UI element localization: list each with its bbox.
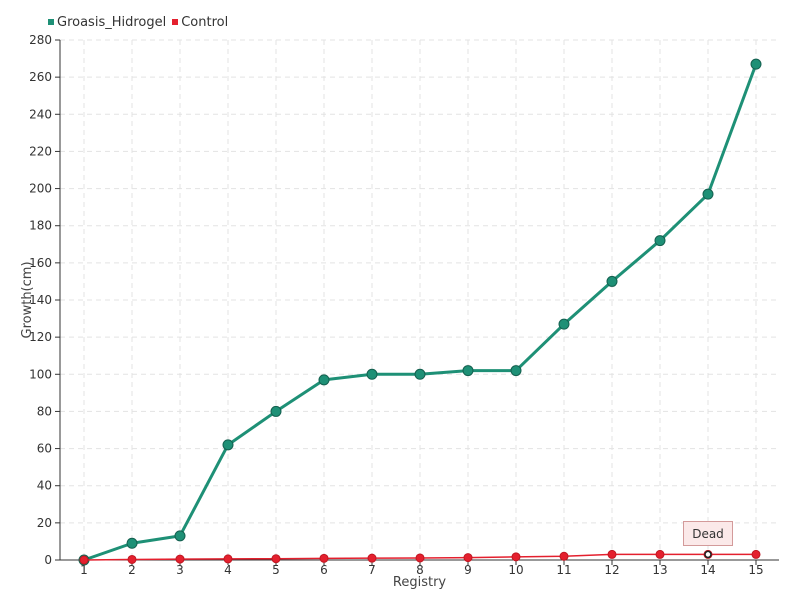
x-tick-label: 12: [604, 563, 619, 577]
x-tick-label: 5: [272, 563, 280, 577]
legend-item-control[interactable]: Control: [172, 15, 228, 30]
x-tick-label: 3: [176, 563, 184, 577]
data-point-groasis: [654, 235, 666, 247]
data-point-groasis: [510, 365, 522, 377]
y-axis-title: Growth(cm): [20, 261, 35, 338]
data-point-groasis: [750, 58, 762, 70]
y-tick-label: 80: [37, 404, 52, 418]
data-point-control: [559, 551, 569, 561]
y-tick-label: 40: [37, 479, 52, 493]
y-tick-label: 280: [29, 33, 52, 47]
data-point-groasis: [558, 318, 570, 330]
y-tick-label: 240: [29, 107, 52, 121]
highlighted-point: [704, 550, 712, 559]
y-tick-label: 100: [29, 367, 52, 381]
data-point-control: [223, 554, 233, 564]
y-tick-label: 180: [29, 219, 52, 233]
data-point-control: [319, 553, 329, 563]
data-point-groasis: [462, 365, 474, 377]
dead-annotation-label: Dead: [692, 526, 724, 541]
x-tick-label: 9: [464, 563, 472, 577]
data-point-control: [367, 553, 377, 563]
x-tick-label: 4: [224, 563, 232, 577]
data-point-groasis: [702, 188, 714, 200]
data-point-control: [463, 553, 473, 563]
data-point-groasis: [366, 368, 378, 380]
data-point-control: [271, 554, 281, 564]
data-point-control: [607, 549, 617, 559]
data-point-groasis: [222, 439, 234, 451]
data-point-groasis: [270, 405, 282, 417]
x-tick-label: 14: [700, 563, 715, 577]
y-tick-label: 220: [29, 144, 52, 158]
data-point-control: [751, 549, 761, 559]
x-tick-label: 10: [508, 563, 523, 577]
x-tick-label: 13: [652, 563, 667, 577]
data-point-groasis: [414, 368, 426, 380]
y-tick-label: 20: [37, 516, 52, 530]
y-tick-label: 200: [29, 182, 52, 196]
chart-legend: Groasis_Hidrogel Control: [48, 13, 234, 31]
legend-item-groasis[interactable]: Groasis_Hidrogel: [48, 15, 166, 30]
x-tick-label: 2: [128, 563, 136, 577]
data-point-control: [415, 553, 425, 563]
y-tick-label: 260: [29, 70, 52, 84]
y-tick-label: 0: [44, 553, 52, 567]
x-tick-label: 1: [80, 563, 88, 577]
data-point-control: [655, 549, 665, 559]
x-tick-label: 11: [556, 563, 571, 577]
y-tick-label: 160: [29, 256, 52, 270]
dead-annotation-tooltip: Dead: [683, 521, 733, 546]
data-point-control: [127, 554, 137, 564]
x-tick-label: 8: [416, 563, 424, 577]
x-tick-label: 7: [368, 563, 376, 577]
legend-swatch-groasis: [48, 19, 54, 25]
data-point-groasis: [174, 530, 186, 542]
legend-swatch-control: [172, 19, 179, 25]
data-point-groasis: [126, 537, 138, 549]
legend-label-control: Control: [181, 14, 229, 30]
legend-label-groasis: Groasis_Hidrogel: [57, 14, 167, 30]
y-tick-label: 120: [29, 330, 52, 344]
data-point-control: [511, 552, 521, 562]
data-point-groasis: [318, 374, 330, 386]
x-tick-label: 15: [748, 563, 763, 577]
x-tick-label: 6: [320, 563, 328, 577]
y-tick-label: 140: [29, 293, 52, 307]
data-point-control: [79, 555, 89, 565]
data-point-control: [175, 554, 185, 564]
data-point-groasis: [606, 275, 618, 287]
x-axis-title: Registry: [393, 575, 447, 590]
y-tick-label: 60: [37, 442, 52, 456]
